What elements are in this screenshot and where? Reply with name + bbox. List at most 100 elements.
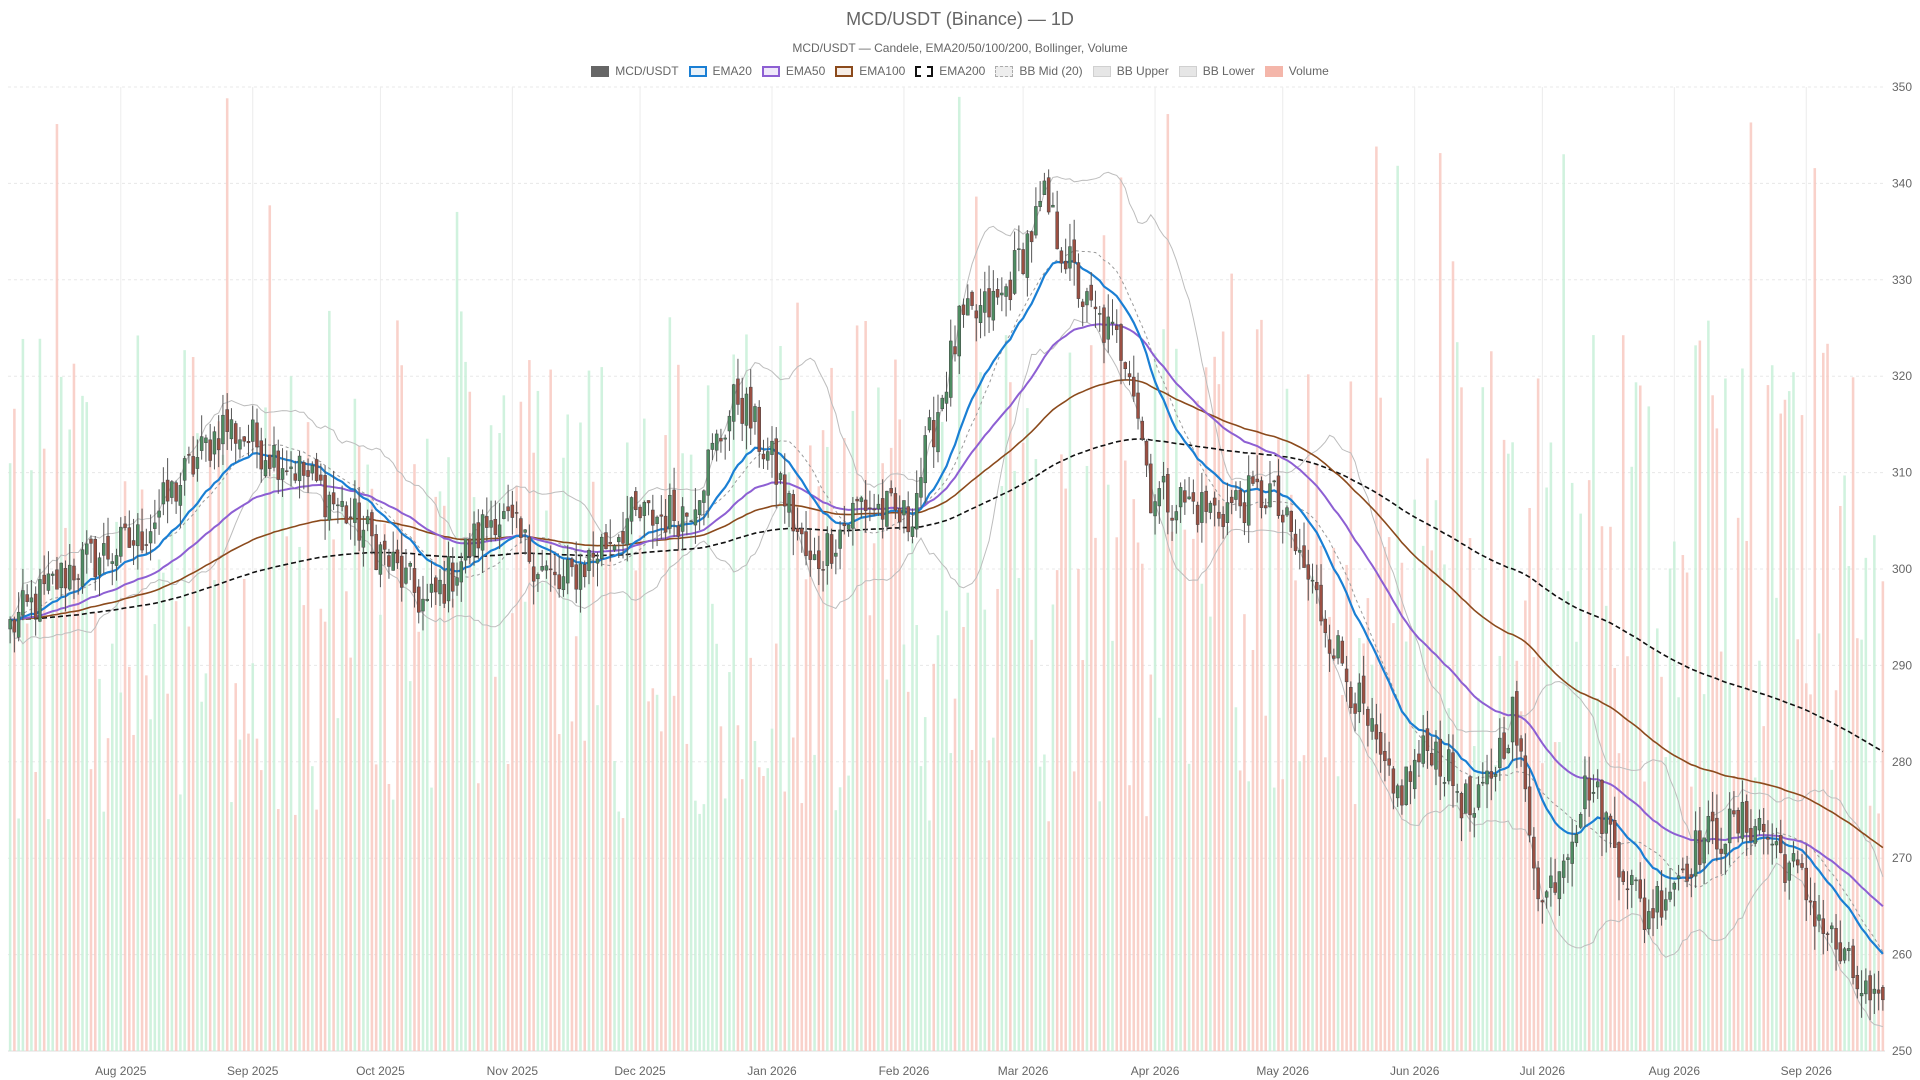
volume-bar: [362, 530, 365, 1051]
candle-body: [578, 563, 583, 590]
candle: [983, 271, 987, 337]
volume-bar: [13, 408, 16, 1051]
volume-bar: [162, 572, 165, 1051]
volume-bar: [634, 570, 638, 1051]
candle-body: [1510, 696, 1515, 743]
volume-bar: [21, 338, 25, 1051]
candle: [1651, 889, 1655, 937]
volume-bar: [434, 496, 438, 1051]
volume-bar: [17, 818, 20, 1051]
candle-body: [1655, 886, 1660, 913]
candle-body: [93, 538, 97, 578]
volume-bar: [523, 601, 527, 1051]
volume-bar: [821, 430, 825, 1051]
legend-item[interactable]: MCD/USDT: [591, 64, 679, 78]
ema100-line: [10, 379, 1884, 849]
candle: [1429, 736, 1434, 767]
candle-body: [693, 509, 698, 526]
candle-body: [1017, 248, 1021, 250]
legend-item[interactable]: EMA50: [761, 64, 825, 78]
candle: [302, 460, 306, 490]
volume-bar: [1043, 754, 1046, 1051]
candle: [974, 304, 979, 342]
candle: [1732, 791, 1736, 818]
candle: [1740, 780, 1745, 843]
candle-body: [1744, 801, 1749, 833]
volume-bar: [1443, 564, 1446, 1051]
volume-bar: [1447, 708, 1451, 1051]
candle: [1395, 783, 1400, 807]
candle-body: [770, 440, 774, 455]
candle: [1387, 741, 1391, 776]
x-tick-label: May 2026: [1256, 1064, 1309, 1078]
volume-bar: [911, 538, 914, 1051]
volume-bar: [1775, 597, 1778, 1051]
volume-bar: [1315, 464, 1319, 1052]
volume-bar: [1562, 154, 1565, 1051]
volume-bar: [902, 644, 906, 1051]
candle: [55, 556, 59, 590]
legend-swatch: [1178, 65, 1197, 77]
volume-bar: [664, 435, 667, 1052]
candle-body: [548, 568, 553, 571]
candle: [1595, 769, 1600, 799]
candle: [655, 515, 659, 547]
legend-item[interactable]: EMA20: [688, 64, 752, 78]
candle-body: [1727, 808, 1732, 844]
volume-bar: [617, 811, 621, 1051]
candle: [1417, 739, 1421, 777]
candle-body: [570, 558, 574, 568]
volume-bar: [328, 310, 331, 1051]
candle: [961, 298, 966, 328]
legend-item[interactable]: BB Mid (20): [995, 64, 1083, 78]
candle-body: [748, 386, 753, 429]
volume-bar: [626, 442, 629, 1051]
volume-bar: [1779, 413, 1782, 1051]
candle: [374, 524, 378, 571]
candle: [1749, 809, 1753, 855]
candle: [229, 408, 234, 451]
legend-item[interactable]: BB Upper: [1092, 64, 1169, 78]
candle: [1012, 231, 1017, 296]
candle: [1242, 491, 1247, 536]
volume-bar: [481, 534, 484, 1051]
volume-bar: [1230, 273, 1233, 1051]
candle: [821, 561, 825, 592]
candle: [949, 319, 953, 407]
candle-body: [1864, 980, 1868, 995]
candle: [102, 522, 106, 574]
candle-body: [1783, 854, 1787, 883]
volume-bar: [153, 624, 157, 1051]
candle-body: [391, 551, 395, 571]
candle-body: [174, 482, 178, 502]
candle: [408, 561, 412, 581]
candle: [1132, 355, 1136, 402]
candle: [268, 454, 272, 477]
candle-body: [331, 492, 336, 505]
candle-body: [131, 540, 136, 546]
candle-body: [285, 470, 289, 472]
legend-item[interactable]: EMA100: [835, 64, 905, 78]
volume-bar: [681, 453, 684, 1052]
candle-body: [225, 409, 229, 432]
candle: [923, 426, 927, 504]
candle: [1847, 941, 1851, 962]
volume-bar: [1826, 343, 1829, 1052]
candle: [1140, 416, 1145, 441]
x-tick-label: Mar 2026: [998, 1064, 1049, 1078]
volume-bar: [966, 592, 970, 1051]
candle: [97, 552, 102, 597]
candle-body: [783, 474, 787, 507]
volume-bar: [319, 608, 323, 1051]
candle: [702, 489, 706, 526]
candle-body: [931, 420, 936, 448]
candle-body: [1723, 843, 1728, 855]
legend-item[interactable]: Volume: [1264, 64, 1329, 78]
candle: [523, 529, 527, 555]
legend-item[interactable]: BB Lower: [1178, 64, 1255, 78]
candle-body: [136, 524, 140, 547]
volume-bar: [1770, 365, 1774, 1051]
volume-bar: [1055, 570, 1059, 1051]
legend-item[interactable]: EMA200: [915, 64, 985, 78]
candle-body: [574, 564, 578, 590]
